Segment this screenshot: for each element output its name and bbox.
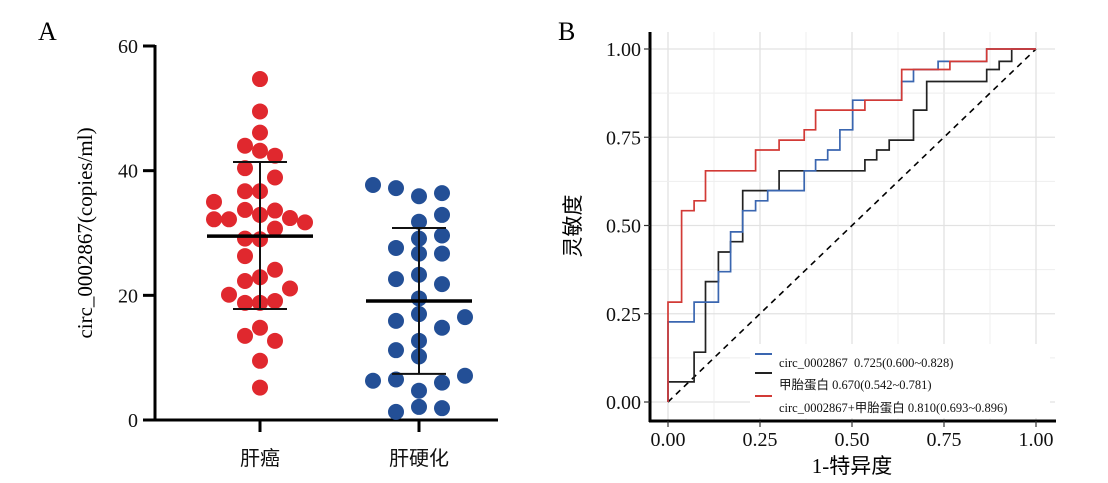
dot-liver-cancer (237, 183, 253, 200)
x-tick-label-b: 0.00 (651, 429, 686, 451)
dot-cirrhosis (388, 180, 404, 197)
dot-liver-cancer (206, 193, 222, 210)
dot-liver-cancer (237, 160, 253, 177)
dot-liver-cancer (282, 280, 298, 297)
dot-liver-cancer (252, 379, 268, 396)
y-tick-label-b: 0.00 (606, 392, 641, 414)
dot-liver-cancer (267, 147, 283, 164)
dot-cirrhosis (388, 312, 404, 329)
category-label-cirrhosis: 肝硬化 (389, 447, 449, 470)
dot-liver-cancer (267, 169, 283, 186)
legend-background (750, 344, 1050, 418)
y-axis-title-b: 灵敏度 (561, 195, 585, 258)
roc-curve-circ-0002867 (667, 48, 1036, 402)
dot-cirrhosis (388, 403, 404, 420)
dot-liver-cancer (252, 71, 268, 88)
dot-cirrhosis (411, 382, 427, 399)
roc-curve-afp (667, 48, 1036, 402)
dot-liver-cancer (252, 319, 268, 336)
dot-liver-cancer (267, 292, 283, 309)
dot-liver-cancer (252, 103, 268, 120)
reference-diagonal (667, 48, 1037, 403)
panel-b: B 1-特异度 灵敏度 circ_0002867 0.725(0.600~0.8… (558, 17, 1056, 478)
dot-cirrhosis (434, 276, 450, 293)
dot-cirrhosis (365, 372, 381, 389)
dot-cirrhosis (434, 206, 450, 223)
panel-a: A circ_0002867(copies/ml) 肝癌 肝硬化 0 20 40 60 (38, 17, 498, 470)
dot-liver-cancer (237, 201, 253, 218)
dot-liver-cancer (206, 211, 222, 228)
x-tick-label-b: 1.00 (1019, 429, 1054, 451)
dot-liver-cancer (237, 294, 253, 311)
legend-label-afp: 甲胎蛋白 0.670(0.542~0.781) (779, 377, 932, 392)
y-axis-title-a: circ_0002867(copies/ml) (73, 127, 97, 338)
dot-cirrhosis (411, 213, 427, 230)
dot-liver-cancer (252, 124, 268, 141)
y-tick-label-a: 0 (128, 410, 138, 432)
dot-cirrhosis (457, 309, 473, 326)
dot-liver-cancer (267, 220, 283, 237)
dot-cirrhosis (388, 371, 404, 388)
dot-liver-cancer (237, 272, 253, 289)
dot-liver-cancer (237, 327, 253, 344)
y-tick-label-b: 0.50 (606, 216, 641, 238)
dot-cirrhosis (434, 374, 450, 391)
dot-cirrhosis (434, 227, 450, 244)
x-tick-label-b: 0.50 (835, 429, 870, 451)
y-tick-label-b: 0.25 (606, 304, 641, 326)
y-tick-label-a: 20 (118, 285, 138, 307)
legend: circ_0002867 0.725(0.600~0.828) 甲胎蛋白 0.6… (750, 344, 1050, 418)
dot-cirrhosis (411, 188, 427, 205)
legend-label-circ: circ_0002867 0.725(0.600~0.828) (779, 356, 953, 370)
dot-cirrhosis (365, 177, 381, 194)
dot-liver-cancer (282, 210, 298, 227)
dot-cirrhosis (434, 400, 450, 417)
dot-cirrhosis (434, 319, 450, 336)
dot-cirrhosis (434, 245, 450, 262)
dot-cirrhosis (388, 271, 404, 288)
dot-liver-cancer (237, 248, 253, 265)
y-tick-label-a: 40 (118, 161, 138, 183)
x-tick-label-b: 0.25 (743, 429, 778, 451)
dot-liver-cancer (267, 332, 283, 349)
dot-liver-cancer (267, 202, 283, 219)
dot-liver-cancer (252, 352, 268, 369)
x-axis-title-b: 1-特异度 (812, 454, 893, 478)
dot-liver-cancer (237, 230, 253, 247)
dot-cirrhosis (457, 367, 473, 384)
x-tick-label-b: 0.75 (927, 429, 962, 451)
legend-label-combined: circ_0002867+甲胎蛋白 0.810(0.693~0.896) (779, 400, 1007, 415)
dot-liver-cancer (252, 142, 268, 159)
y-tick-label-a: 60 (118, 36, 138, 58)
dot-cirrhosis (388, 239, 404, 256)
dot-cirrhosis (388, 342, 404, 359)
panel-label-a: A (38, 17, 57, 46)
y-tick-label-b: 0.75 (606, 127, 641, 149)
dot-cirrhosis (434, 185, 450, 202)
dot-liver-cancer (237, 137, 253, 154)
dot-cirrhosis (411, 398, 427, 415)
roc-curve-combined (667, 48, 1036, 402)
dot-liver-cancer (297, 214, 313, 231)
dot-liver-cancer (267, 261, 283, 278)
panel-label-b: B (558, 17, 575, 46)
dot-liver-cancer (221, 211, 237, 228)
y-tick-label-b: 1.00 (606, 39, 641, 61)
dot-liver-cancer (221, 286, 237, 303)
category-label-liver-cancer: 肝癌 (240, 447, 280, 470)
